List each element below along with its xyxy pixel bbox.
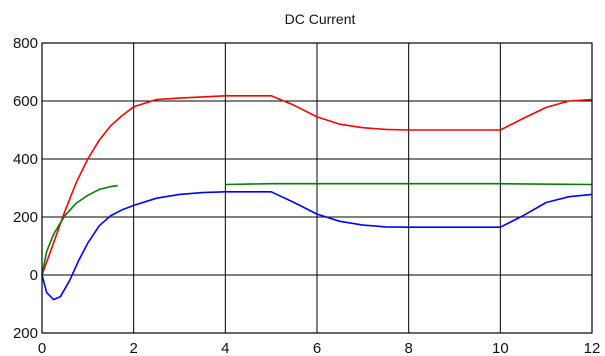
series-line-1 [41, 95, 593, 276]
x-tick-label: 2 [129, 340, 137, 356]
x-tick-label: 10 [492, 340, 509, 356]
grid [41, 42, 593, 334]
x-axis-ticks: 0 2 4 6 8 10 12 [38, 340, 601, 356]
y-tick-label: 400 [13, 151, 38, 168]
chart-title: DC Current [285, 11, 356, 27]
y-tick-label: 200 [13, 209, 38, 226]
series-line-2 [41, 191, 593, 301]
x-tick-label: 8 [404, 340, 412, 356]
series-line-3 [41, 182, 593, 276]
y-tick-label: 200 [13, 325, 38, 342]
y-tick-label: 600 [13, 93, 38, 110]
x-tick-label: 12 [584, 340, 601, 356]
x-tick-label: 0 [38, 340, 46, 356]
y-tick-label: 800 [13, 35, 38, 52]
x-tick-label: 4 [221, 340, 229, 356]
x-tick-label: 6 [313, 340, 321, 356]
plot-frame [41, 42, 593, 334]
series-group [41, 95, 593, 301]
y-tick-label: 0 [30, 267, 38, 284]
y-axis-ticks: 200 0 200 400 600 800 [13, 35, 38, 342]
